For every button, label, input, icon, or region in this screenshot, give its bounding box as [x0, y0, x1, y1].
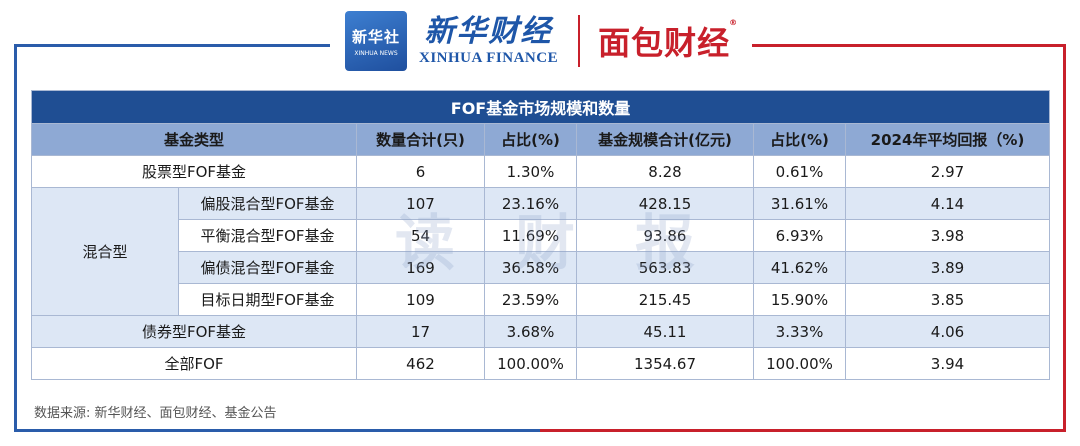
row-count-pct: 11.69% — [484, 219, 577, 252]
row-count: 107 — [356, 187, 485, 220]
row-size: 93.86 — [576, 219, 754, 252]
fof-table: FOF基金市场规模和数量 基金类型 数量合计(只) 占比(%) 基金规模合计(亿… — [31, 90, 1050, 380]
row-return: 3.94 — [845, 347, 1050, 380]
row-return: 3.85 — [845, 283, 1050, 316]
xinhua-finance-logo: 新华财经 XINHUA FINANCE — [419, 15, 558, 67]
row-size: 428.15 — [576, 187, 754, 220]
row-size-pct: 41.62% — [753, 251, 846, 284]
row-count-pct: 36.58% — [484, 251, 577, 284]
row-count-pct: 100.00% — [484, 347, 577, 380]
row-count: 109 — [356, 283, 485, 316]
row-size: 563.83 — [576, 251, 754, 284]
table-row: 全部FOF 462 100.00% 1354.67 100.00% 3.94 — [31, 347, 1050, 380]
header-size: 基金规模合计(亿元) — [576, 123, 754, 156]
frame-bottom-right-line — [540, 429, 1066, 432]
row-count-pct: 23.16% — [484, 187, 577, 220]
table-row: 混合型 偏股混合型FOF基金 107 23.16% 428.15 31.61% … — [31, 187, 1050, 316]
row-count: 54 — [356, 219, 485, 252]
xinhua-badge-en: XINHUA NEWS — [354, 49, 398, 57]
header-logos: 新华社 XINHUA NEWS 新华财经 XINHUA FINANCE 面包财经… — [345, 8, 737, 74]
row-return: 2.97 — [845, 155, 1050, 188]
row-count-pct: 3.68% — [484, 315, 577, 348]
row-return: 3.89 — [845, 251, 1050, 284]
row-return: 3.98 — [845, 219, 1050, 252]
row-type: 平衡混合型FOF基金 — [178, 219, 357, 252]
row-size: 1354.67 — [576, 347, 754, 380]
row-type: 全部FOF — [31, 347, 357, 380]
frame-top-left-line — [14, 44, 330, 47]
row-size-pct: 15.90% — [753, 283, 846, 316]
table-row: 债券型FOF基金 17 3.68% 45.11 3.33% 4.06 — [31, 315, 1050, 348]
table-title-row: FOF基金市场规模和数量 — [31, 90, 1050, 124]
row-size: 8.28 — [576, 155, 754, 188]
table-row: 股票型FOF基金 6 1.30% 8.28 0.61% 2.97 — [31, 155, 1050, 188]
row-size: 215.45 — [576, 283, 754, 316]
table-header-row: 基金类型 数量合计(只) 占比(%) 基金规模合计(亿元) 占比(%) 2024… — [31, 123, 1050, 156]
registered-mark: ® — [729, 18, 739, 27]
row-size-pct: 31.61% — [753, 187, 846, 220]
source-note: 数据来源: 新华财经、面包财经、基金公告 — [34, 406, 277, 421]
row-type: 债券型FOF基金 — [31, 315, 357, 348]
xinhua-finance-en: XINHUA FINANCE — [419, 50, 559, 66]
row-type: 股票型FOF基金 — [31, 155, 357, 188]
header-fund-type: 基金类型 — [31, 123, 357, 156]
logo-separator — [578, 15, 581, 67]
xinhua-finance-cn: 新华财经 — [424, 14, 553, 49]
mianbao-logo: 面包财经 ® — [598, 18, 737, 64]
header-count-pct: 占比(%) — [484, 123, 577, 156]
mixed-group-label: 混合型 — [31, 187, 179, 316]
row-type: 目标日期型FOF基金 — [178, 283, 357, 316]
row-return: 4.14 — [845, 187, 1050, 220]
row-return: 4.06 — [845, 315, 1050, 348]
row-size: 45.11 — [576, 315, 754, 348]
table-title: FOF基金市场规模和数量 — [31, 90, 1050, 124]
row-count: 462 — [356, 347, 485, 380]
row-type: 偏股混合型FOF基金 — [178, 187, 357, 220]
row-size-pct: 0.61% — [753, 155, 846, 188]
row-size-pct: 100.00% — [753, 347, 846, 380]
table-row: 平衡混合型FOF基金 54 11.69% 93.86 6.93% 3.98 — [32, 219, 1050, 252]
row-count-pct: 1.30% — [484, 155, 577, 188]
mianbao-text: 面包财经 — [598, 24, 731, 62]
table-row: 目标日期型FOF基金 109 23.59% 215.45 15.90% 3.85 — [32, 283, 1050, 316]
row-count: 169 — [356, 251, 485, 284]
xinhua-badge-logo: 新华社 XINHUA NEWS — [345, 11, 407, 71]
row-count-pct: 23.59% — [484, 283, 577, 316]
table-row: 偏债混合型FOF基金 169 36.58% 563.83 41.62% 3.89 — [32, 251, 1050, 284]
header-count: 数量合计(只) — [356, 123, 485, 156]
row-size-pct: 6.93% — [753, 219, 846, 252]
row-count: 17 — [356, 315, 485, 348]
header-size-pct: 占比(%) — [753, 123, 846, 156]
row-count: 6 — [356, 155, 485, 188]
row-size-pct: 3.33% — [753, 315, 846, 348]
row-type: 偏债混合型FOF基金 — [178, 251, 357, 284]
frame-top-right-line — [752, 44, 1066, 47]
xinhua-badge-cn: 新华社 — [351, 27, 400, 46]
header-return: 2024年平均回报（%) — [845, 123, 1050, 156]
